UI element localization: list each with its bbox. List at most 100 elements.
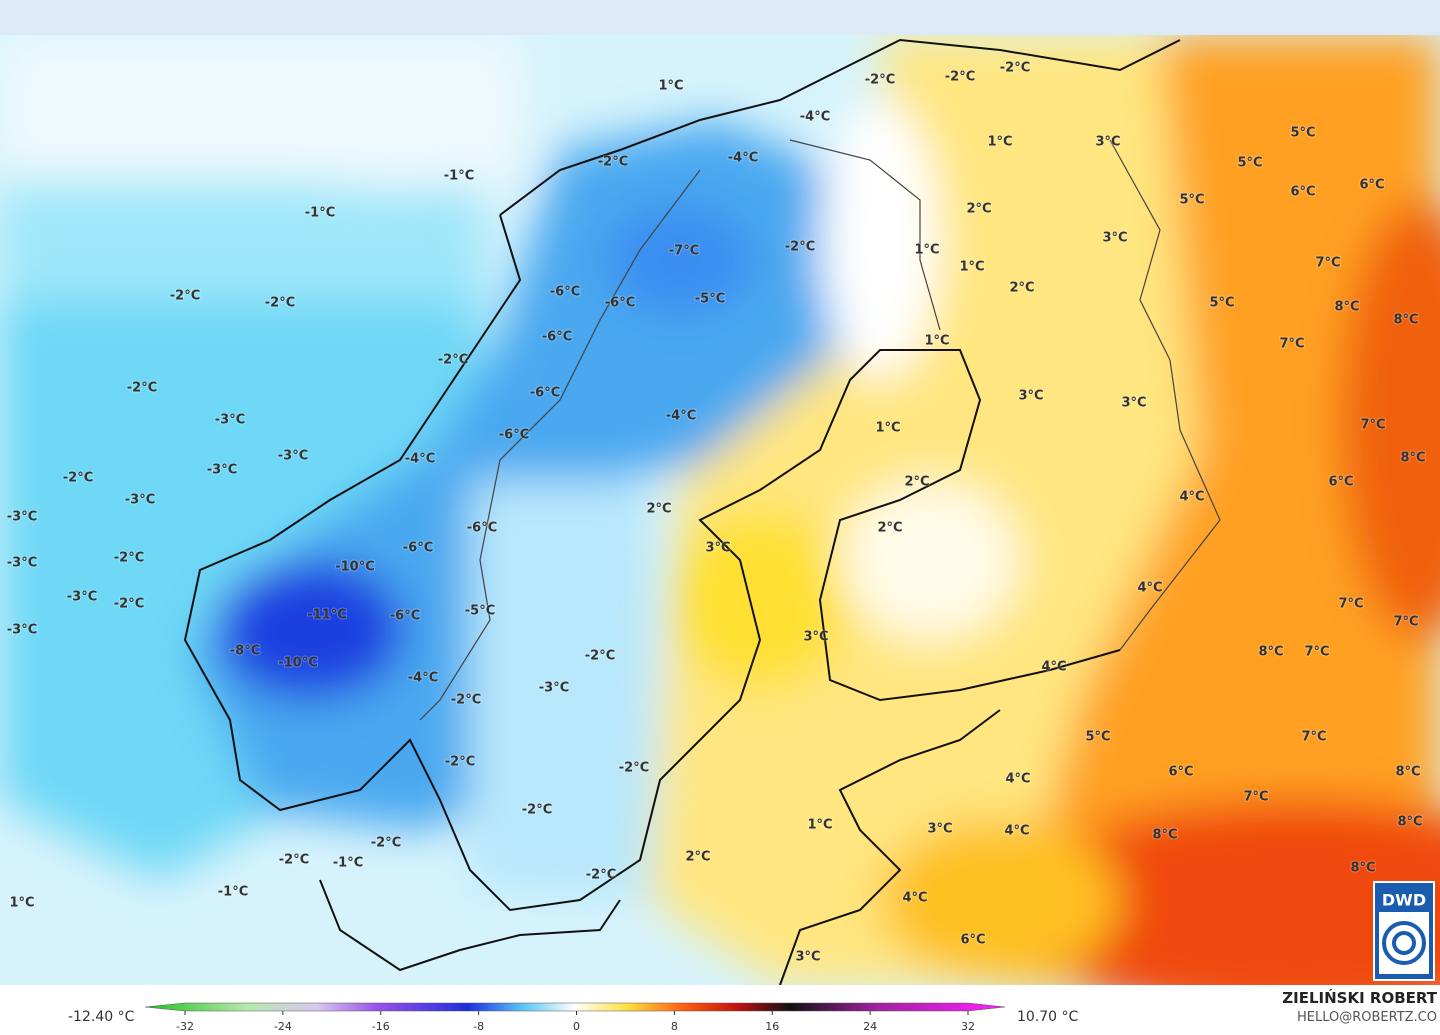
- legend-min: -12.40 °C: [68, 1009, 135, 1025]
- temperature-label: 1°C: [924, 334, 949, 349]
- temperature-label: 2°C: [646, 502, 671, 517]
- temperature-label: 4°C: [902, 891, 927, 906]
- temperature-label: -2°C: [279, 853, 309, 868]
- temperature-label: -2°C: [114, 551, 144, 566]
- temperature-label: 8°C: [1397, 815, 1422, 830]
- temperature-label: -6°C: [467, 521, 497, 536]
- temperature-label: 8°C: [1393, 313, 1418, 328]
- temperature-label: 7°C: [1315, 256, 1340, 271]
- temperature-label: -2°C: [785, 240, 815, 255]
- temperature-label: -2°C: [170, 289, 200, 304]
- temperature-label: -11°C: [307, 608, 347, 623]
- temperature-label: 2°C: [966, 202, 991, 217]
- temperature-label: 2°C: [904, 475, 929, 490]
- colorbar-ticks: -32 -24 -16 -8 0 8 16 24 32: [176, 1011, 975, 1033]
- colorbar-tick-label: -24: [274, 1020, 292, 1033]
- temperature-label: -4°C: [800, 110, 830, 125]
- borders: [419, 139, 1221, 721]
- temperature-label: -3°C: [67, 590, 97, 605]
- temperature-label: 6°C: [1359, 178, 1384, 193]
- temperature-label: 2°C: [685, 850, 710, 865]
- colorbar-tick-label: 0: [573, 1020, 580, 1033]
- temperature-label: -7°C: [669, 244, 699, 259]
- temperature-label: 4°C: [1179, 490, 1204, 505]
- temperature-label: 5°C: [1290, 126, 1315, 141]
- colorbar-tick-label: 16: [765, 1020, 779, 1033]
- colorbar-tick-label: -8: [473, 1020, 484, 1033]
- temperature-label: 7°C: [1304, 645, 1329, 660]
- colorbar: [144, 1002, 1006, 1012]
- temperature-label: 3°C: [1102, 231, 1127, 246]
- temperature-label: 1°C: [658, 79, 683, 94]
- dwd-logo: DWD: [1373, 881, 1435, 981]
- temperature-label: 7°C: [1338, 597, 1363, 612]
- temperature-label: 8°C: [1152, 828, 1177, 843]
- temperature-label: -2°C: [451, 693, 481, 708]
- temperature-label: 3°C: [927, 822, 952, 837]
- temperature-label: 4°C: [1041, 660, 1066, 675]
- colorbar-tick-label: 32: [961, 1020, 975, 1033]
- temperature-label: 1°C: [875, 421, 900, 436]
- temperature-label: -2°C: [865, 73, 895, 88]
- temperature-label: -6°C: [542, 330, 572, 345]
- colorbar-tick-label: 8: [671, 1020, 678, 1033]
- temperature-label: 7°C: [1393, 615, 1418, 630]
- temperature-label: -2°C: [585, 649, 615, 664]
- temperature-label: -2°C: [522, 803, 552, 818]
- temperature-label: -4°C: [728, 151, 758, 166]
- temperature-label: -2°C: [445, 755, 475, 770]
- temperature-label: 4°C: [1005, 772, 1030, 787]
- top-band: [0, 0, 1440, 35]
- temperature-label: 2°C: [1009, 281, 1034, 296]
- temperature-label: 7°C: [1301, 730, 1326, 745]
- temperature-label: 1°C: [807, 818, 832, 833]
- temperature-label: 7°C: [1243, 790, 1268, 805]
- temperature-label: -6°C: [550, 285, 580, 300]
- temperature-label: -6°C: [499, 428, 529, 443]
- temperature-label: 5°C: [1237, 156, 1262, 171]
- temperature-label: 3°C: [795, 950, 820, 965]
- legend-max: 10.70 °C: [1017, 1009, 1079, 1025]
- coastlines: [183, 38, 1181, 986]
- temperature-label: -1°C: [305, 206, 335, 221]
- temperature-label: 1°C: [9, 896, 34, 911]
- temperature-label: -2°C: [945, 70, 975, 85]
- colorbar-tick-label: 24: [863, 1020, 877, 1033]
- colorbar-tick-label: -16: [372, 1020, 390, 1033]
- temperature-label: -3°C: [278, 449, 308, 464]
- temperature-label: -2°C: [63, 471, 93, 486]
- temperature-label: 3°C: [803, 630, 828, 645]
- temperature-label: 3°C: [705, 541, 730, 556]
- temperature-label: 6°C: [960, 933, 985, 948]
- temperature-label: -1°C: [218, 885, 248, 900]
- temperature-label: 6°C: [1328, 475, 1353, 490]
- temperature-label: -5°C: [695, 292, 725, 307]
- logo-text: DWD: [1382, 891, 1426, 910]
- temperature-label: -2°C: [114, 597, 144, 612]
- temperature-label: -10°C: [335, 560, 375, 575]
- temperature-label: -1°C: [333, 856, 363, 871]
- temperature-label: -8°C: [230, 644, 260, 659]
- temperature-label: -2°C: [598, 155, 628, 170]
- temperature-label: -3°C: [207, 463, 237, 478]
- temperature-field: [0, 35, 1440, 1020]
- colorbar-tick-label: -32: [176, 1020, 194, 1033]
- credit-email: HELLO@ROBERTZ.CO: [1297, 1010, 1437, 1025]
- temperature-label: 8°C: [1334, 300, 1359, 315]
- temperature-label: 5°C: [1179, 193, 1204, 208]
- temperature-label: -6°C: [403, 541, 433, 556]
- temperature-label: -4°C: [666, 409, 696, 424]
- temperature-label: -4°C: [405, 452, 435, 467]
- temperature-label: 3°C: [1121, 396, 1146, 411]
- temperature-label: -2°C: [127, 381, 157, 396]
- temperature-label: 8°C: [1258, 645, 1283, 660]
- temperature-label: -3°C: [7, 510, 37, 525]
- temperature-label: -2°C: [438, 353, 468, 368]
- temperature-label: -6°C: [605, 296, 635, 311]
- temperature-label: -2°C: [371, 836, 401, 851]
- temperature-label: -3°C: [7, 556, 37, 571]
- temperature-labels: 1°C -2°C -2°C -2°C -4°C 1°C 3°C 5°C -2°C -4°C 5°C 6…: [6, 60, 1427, 966]
- temperature-label: -3°C: [125, 493, 155, 508]
- temperature-label: 3°C: [1095, 135, 1120, 150]
